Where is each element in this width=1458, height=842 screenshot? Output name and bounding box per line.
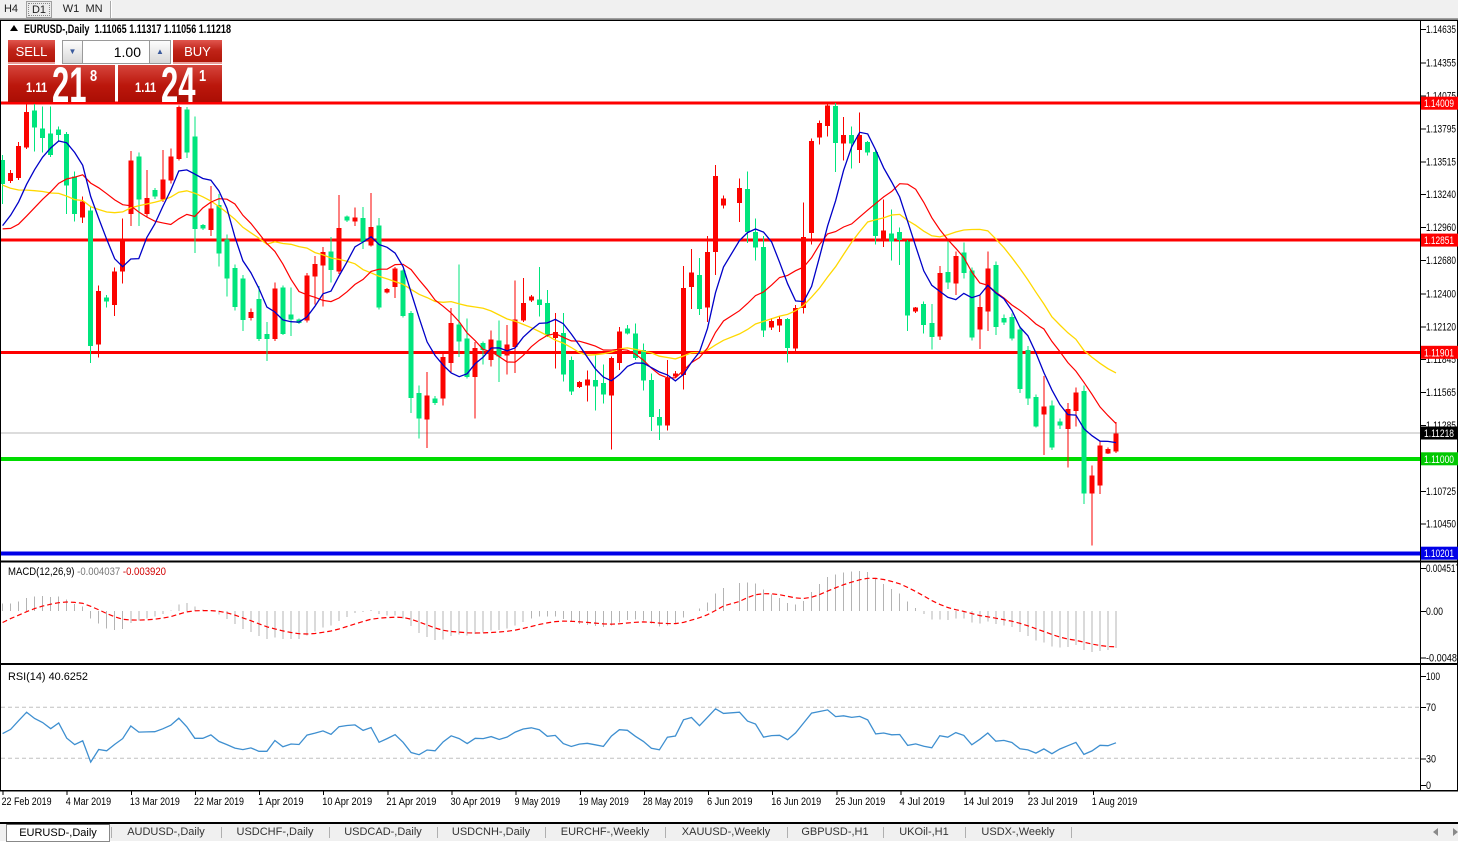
svg-text:0.004517: 0.004517 [1426, 563, 1458, 575]
svg-text:0: 0 [1426, 780, 1431, 792]
svg-text:MACD(12,26,9) -0.004037 -0.003: MACD(12,26,9) -0.004037 -0.003920 [8, 566, 166, 578]
svg-text:10 Apr 2019: 10 Apr 2019 [322, 796, 372, 808]
svg-text:70: 70 [1426, 702, 1436, 714]
svg-text:1.11218: 1.11218 [1424, 428, 1454, 440]
svg-text:1.11565: 1.11565 [1426, 387, 1456, 399]
svg-text:1.14635: 1.14635 [1426, 24, 1456, 36]
svg-text:4 Jul 2019: 4 Jul 2019 [899, 796, 945, 808]
svg-text:1.14355: 1.14355 [1426, 57, 1456, 69]
svg-text:1.12120: 1.12120 [1426, 321, 1456, 333]
svg-text:13 Mar 2019: 13 Mar 2019 [130, 796, 180, 808]
svg-text:4 Mar 2019: 4 Mar 2019 [66, 796, 112, 808]
svg-text:1.10725: 1.10725 [1426, 486, 1456, 498]
svg-text:1.10201: 1.10201 [1424, 548, 1454, 560]
svg-text:25 Jun 2019: 25 Jun 2019 [835, 796, 885, 808]
svg-text:30 Apr 2019: 30 Apr 2019 [451, 796, 501, 808]
svg-text:RSI(14) 40.6252: RSI(14) 40.6252 [8, 671, 88, 683]
svg-text:1.13515: 1.13515 [1426, 157, 1456, 169]
svg-text:1.11000: 1.11000 [1424, 454, 1454, 466]
svg-text:14 Jul 2019: 14 Jul 2019 [964, 796, 1014, 808]
svg-text:30: 30 [1426, 753, 1436, 765]
svg-text:EURUSD-,Daily 1.11065 1.11317: EURUSD-,Daily 1.11065 1.11317 1.11056 1.… [24, 22, 231, 36]
svg-text:1.14009: 1.14009 [1424, 98, 1454, 110]
svg-text:9 May 2019: 9 May 2019 [515, 796, 561, 808]
svg-text:1.12400: 1.12400 [1426, 288, 1456, 300]
svg-text:1 Apr 2019: 1 Apr 2019 [258, 796, 304, 808]
svg-text:1.10450: 1.10450 [1426, 519, 1456, 531]
svg-text:22 Mar 2019: 22 Mar 2019 [194, 796, 244, 808]
svg-text:19 May 2019: 19 May 2019 [579, 796, 629, 808]
svg-text:6 Jun 2019: 6 Jun 2019 [707, 796, 753, 808]
svg-text:1.11901: 1.11901 [1424, 347, 1454, 359]
svg-text:1.12851: 1.12851 [1424, 235, 1454, 247]
svg-text:1.12680: 1.12680 [1426, 255, 1456, 267]
svg-text:1.13240: 1.13240 [1426, 189, 1456, 201]
svg-text:-0.00480: -0.00480 [1426, 652, 1458, 664]
svg-text:16 Jun 2019: 16 Jun 2019 [771, 796, 821, 808]
svg-text:1 Aug 2019: 1 Aug 2019 [1092, 796, 1138, 808]
svg-text:0.00: 0.00 [1426, 606, 1443, 618]
svg-text:28 May 2019: 28 May 2019 [643, 796, 693, 808]
svg-text:1.12960: 1.12960 [1426, 222, 1456, 234]
svg-text:22 Feb 2019: 22 Feb 2019 [2, 796, 52, 808]
svg-text:23 Jul 2019: 23 Jul 2019 [1028, 796, 1078, 808]
svg-text:21 Apr 2019: 21 Apr 2019 [386, 796, 436, 808]
svg-text:1.13795: 1.13795 [1426, 124, 1456, 136]
svg-text:100: 100 [1426, 671, 1440, 683]
